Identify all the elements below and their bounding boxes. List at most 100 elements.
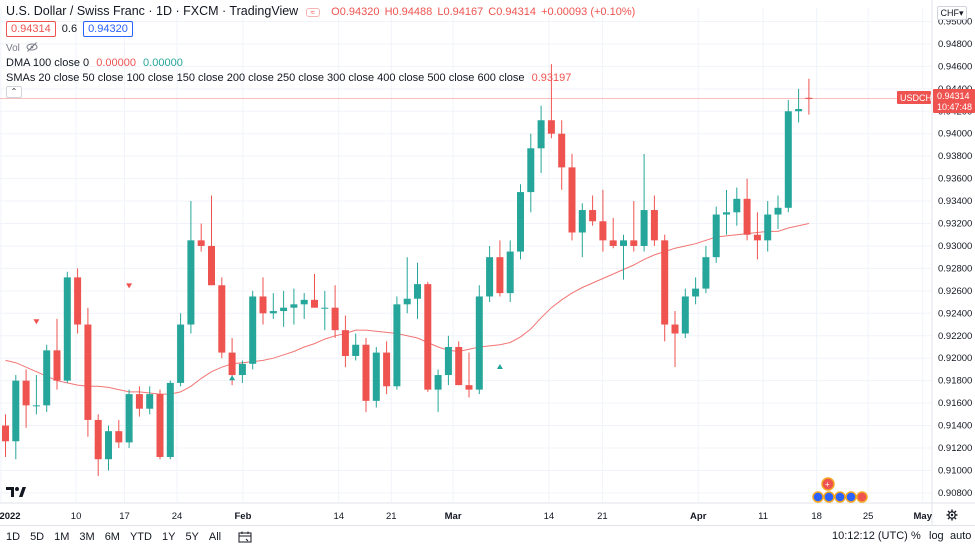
range-button[interactable]: All [208, 531, 222, 543]
candle[interactable] [568, 153, 576, 241]
candle[interactable] [32, 375, 40, 415]
candle[interactable] [517, 184, 524, 260]
candle[interactable] [774, 195, 782, 230]
candle[interactable] [743, 178, 751, 241]
candle[interactable] [506, 240, 514, 303]
candle[interactable] [259, 277, 267, 325]
candle[interactable] [630, 201, 638, 252]
us-flag-icon[interactable] [834, 491, 846, 503]
candle[interactable] [475, 285, 483, 395]
candle[interactable] [753, 212, 761, 260]
events-icons[interactable]: + [812, 477, 868, 503]
eye-hidden-icon[interactable] [26, 41, 38, 53]
price-axis[interactable]: 0.950000.948000.946000.944000.942000.940… [938, 16, 972, 498]
candle[interactable] [362, 338, 370, 413]
candle[interactable] [300, 293, 308, 319]
candle[interactable] [712, 206, 720, 263]
range-button[interactable]: 1D [6, 531, 21, 543]
utc-clock[interactable]: 10:12:12 (UTC) [832, 530, 908, 542]
candle[interactable] [795, 88, 803, 123]
price-chart[interactable]: 0.950000.948000.946000.944000.942000.940… [0, 0, 975, 525]
range-button[interactable]: 1M [54, 531, 70, 543]
collapse-legend-button[interactable]: ⌃ [6, 86, 22, 98]
candle[interactable] [249, 290, 257, 370]
candle[interactable] [671, 311, 679, 368]
tradingview-logo-icon[interactable] [6, 486, 26, 498]
candle[interactable] [578, 203, 586, 258]
candle[interactable] [311, 274, 318, 308]
candle[interactable] [681, 288, 689, 338]
candle[interactable] [723, 189, 730, 235]
candle[interactable] [146, 386, 154, 415]
candle[interactable] [650, 195, 658, 246]
candle[interactable] [424, 281, 432, 392]
market-status-icon[interactable]: ≈ [305, 8, 320, 17]
candle[interactable] [383, 341, 391, 395]
candle[interactable] [609, 217, 617, 249]
candle[interactable] [527, 133, 535, 213]
us-flag-icon[interactable] [812, 491, 824, 503]
candle[interactable] [547, 64, 555, 139]
candle[interactable] [486, 245, 494, 303]
candle[interactable] [156, 389, 164, 460]
candle[interactable] [290, 288, 298, 325]
candle[interactable] [764, 201, 772, 252]
candle[interactable] [177, 313, 185, 387]
candle[interactable] [269, 293, 277, 319]
range-button[interactable]: 6M [104, 531, 120, 543]
event-flag-icon[interactable] [821, 477, 835, 491]
time-axis[interactable]: 2022 10 17 24 Feb 14 21 Mar 14 21 Apr 11 18 25 May [0, 511, 933, 522]
candle[interactable] [403, 257, 411, 314]
candle[interactable] [558, 120, 566, 190]
candle[interactable] [702, 245, 710, 294]
candle[interactable] [280, 290, 288, 327]
ch-flag-icon[interactable] [856, 491, 868, 503]
currency-selector[interactable]: CHF▾ [937, 6, 967, 20]
candle[interactable] [63, 271, 71, 383]
candle[interactable] [455, 341, 463, 386]
calendar-icon[interactable] [238, 531, 252, 543]
candle[interactable] [372, 346, 380, 408]
range-button[interactable]: 5D [30, 531, 45, 543]
candle[interactable] [414, 262, 421, 319]
range-button[interactable]: YTD [129, 531, 152, 543]
candle[interactable] [537, 105, 545, 173]
candle[interactable] [94, 414, 102, 477]
candle[interactable] [135, 386, 143, 417]
auto-scale-button[interactable]: auto [950, 530, 972, 542]
candle[interactable] [12, 375, 20, 460]
candle[interactable] [465, 352, 473, 398]
volume-legend[interactable]: Vol [6, 41, 38, 54]
candle[interactable] [599, 189, 607, 252]
candle[interactable] [218, 277, 226, 359]
gear-icon[interactable] [946, 509, 958, 521]
dma-legend[interactable]: DMA 100 close 0 0.00000 0.00000 [6, 57, 183, 69]
buy-price-button[interactable]: 0.94320 [83, 21, 133, 37]
candle[interactable] [321, 290, 329, 331]
candle[interactable] [43, 344, 51, 413]
candle[interactable] [115, 419, 123, 448]
candle[interactable] [74, 268, 82, 334]
candle[interactable] [434, 369, 442, 413]
candle[interactable] [125, 389, 133, 448]
candle[interactable] [53, 318, 61, 390]
candle[interactable] [84, 307, 92, 437]
candle[interactable] [166, 380, 174, 460]
range-button[interactable]: 1Y [161, 531, 176, 543]
log-scale-button[interactable]: log [929, 530, 944, 542]
candle[interactable] [2, 414, 9, 457]
candle[interactable] [496, 240, 504, 297]
range-button[interactable]: 5Y [185, 531, 199, 543]
candle[interactable] [620, 234, 627, 280]
range-button[interactable]: 3M [79, 531, 95, 543]
candle[interactable] [640, 153, 648, 252]
candle[interactable] [105, 425, 112, 471]
candle[interactable] [589, 195, 597, 226]
candle[interactable] [784, 100, 792, 213]
candle[interactable] [393, 296, 401, 390]
candle[interactable] [661, 234, 669, 342]
candle[interactable] [805, 78, 813, 115]
candle[interactable] [341, 315, 349, 368]
candle[interactable] [444, 335, 452, 386]
candles-layer[interactable] [2, 64, 813, 477]
